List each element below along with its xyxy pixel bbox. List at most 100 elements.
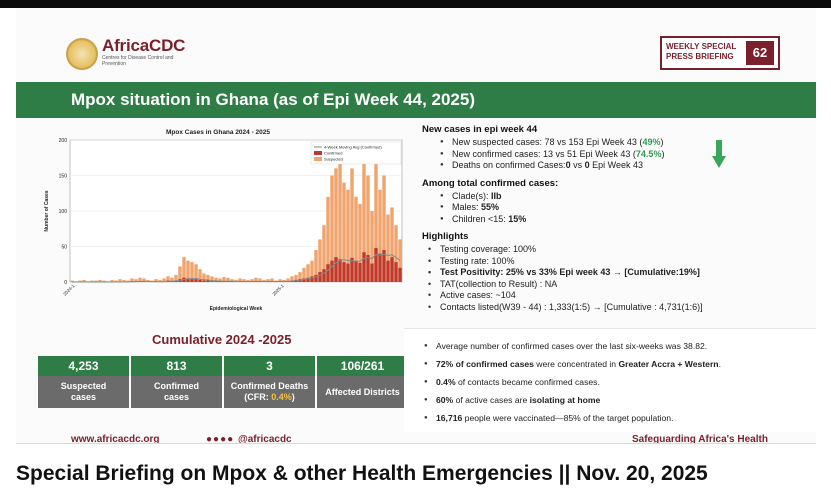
bold: 0.4% [436,377,456,387]
stat-confirmed: 813 Confirmed cases [131,356,222,408]
stat-districts: 106/261 Affected Districts [317,356,408,408]
confirmed-bar [350,257,354,282]
stat-label-line: cases [163,392,190,402]
legend-label: Confirmed [324,151,342,156]
suspected-bar [350,168,354,282]
suspected-bar [390,207,394,282]
text: people were vaccinated—85% of the target… [462,413,674,423]
confirmed-bar [334,257,338,282]
suspected-bar [126,280,130,282]
list-item: Active cases: ~104 [428,290,812,302]
text: Males: [452,202,482,212]
cfr-post: ) [291,392,295,402]
suspected-bar [298,272,302,282]
summary-list: Average number of confirmed cases over t… [424,337,808,427]
suspected-bar [82,279,86,282]
y-tick-label: 50 [61,245,67,251]
confirmed-bar [302,278,306,282]
stat-value: 106/261 [317,356,408,376]
list-item: Testing rate: 100% [428,256,812,268]
bold: 60% [436,395,454,405]
badge-text: WEEKLY SPECIAL PRESS BRIEFING [666,42,736,62]
confirmed-bar [370,263,374,282]
y-tick-label: 150 [59,174,68,180]
suspected-bar [278,279,282,282]
suspected-bar [194,264,198,282]
stat-label: Confirmed Deaths (CFR: 0.4%) [224,376,315,408]
new-cases-list: New suspected cases: 78 vs 153 Epi Week … [440,137,812,172]
suspected-bar [306,264,310,282]
y-tick-label: 0 [64,280,67,286]
suspected-bar [378,189,382,282]
suspected-bar [358,203,362,282]
legend-box [310,141,402,165]
badge-number: 62 [746,41,774,65]
suspected-bar [250,279,254,282]
list-item: Contacts listed(W39 - 44) : 1,333(1:5) →… [428,302,812,314]
slide: AfricaCDC Centres for Disease Control an… [16,8,816,444]
list-item: Clade(s): IIb [440,191,812,203]
bold: Greater Accra + Western [618,359,719,369]
suspected-bar [134,279,138,282]
text: Epi Week 43 [589,160,643,170]
y-tick-label: 100 [59,209,68,215]
x-axis-label: Epidemiological Week [210,306,263,312]
legend-swatch-suspected [314,157,322,161]
suspected-bar [178,266,182,282]
list-item: Males: 55% [440,202,812,214]
suspected-bar [190,262,194,282]
logo-name: AfricaCDC [102,36,186,55]
suspected-bar [230,279,234,282]
footer-url[interactable]: www.africacdc.org [71,434,160,444]
confirmed-bar [314,274,318,282]
stat-value: 3 [224,356,315,376]
title-banner: Mpox situation in Ghana (as of Epi Week … [16,82,816,118]
text: of contacts became confirmed cases. [455,377,600,387]
suspected-bar [70,280,74,282]
chart-svg: 0 50 100 150 200 Mpox Cases in Ghana 2024 - 2… [44,129,403,312]
cumulative-title: Cumulative 2024 -2025 [152,332,292,347]
suspected-bar [102,280,106,282]
suspected-bar [366,175,370,282]
confirmed-bar [214,281,218,282]
text: Children <15: [452,213,509,224]
suspected-bar [182,257,186,282]
confirmed-bar [322,269,326,282]
confirmed-bar [202,280,206,282]
suspected-bar [286,278,290,282]
confirmed-bar [306,277,310,282]
highlights-heading: Highlights [422,231,469,242]
stat-label-line: cases [70,392,97,402]
suspected-bar [302,267,306,282]
suspected-bar [370,211,374,282]
suspected-bar [122,279,126,282]
suspected-bar [314,250,318,282]
y-tick-label: 200 [59,138,68,144]
suspected-bar [270,278,274,282]
list-item: Testing coverage: 100% [428,244,812,256]
total-confirmed-heading: Among total confirmed cases: [422,177,559,189]
suspected-bar [210,276,214,282]
text: ) [660,137,664,147]
suspected-bar [130,278,134,282]
suspected-bar [226,277,230,282]
stat-value: 813 [131,356,222,376]
footer-social: ●●●● @africacdc [206,434,292,443]
bold: isolating at home [529,395,601,405]
suspected-bar [170,277,174,282]
pct: 74.5% [635,148,662,159]
suspected-bar [334,168,338,282]
down-arrow-icon [712,140,726,168]
text: Average number of confirmed cases over t… [436,341,708,351]
list-item: Average number of confirmed cases over t… [424,337,808,355]
suspected-bar [374,154,378,282]
suspected-bar [166,276,170,282]
new-cases-heading: New cases in epi week 44 [422,124,538,135]
confirmed-bar [186,278,190,282]
confirmed-bar [378,253,382,282]
suspected-bar [142,278,146,282]
text: of active cases are [453,395,530,405]
suspected-bar [110,279,114,282]
confirmed-bar [342,262,346,282]
num: 0 [565,160,571,170]
